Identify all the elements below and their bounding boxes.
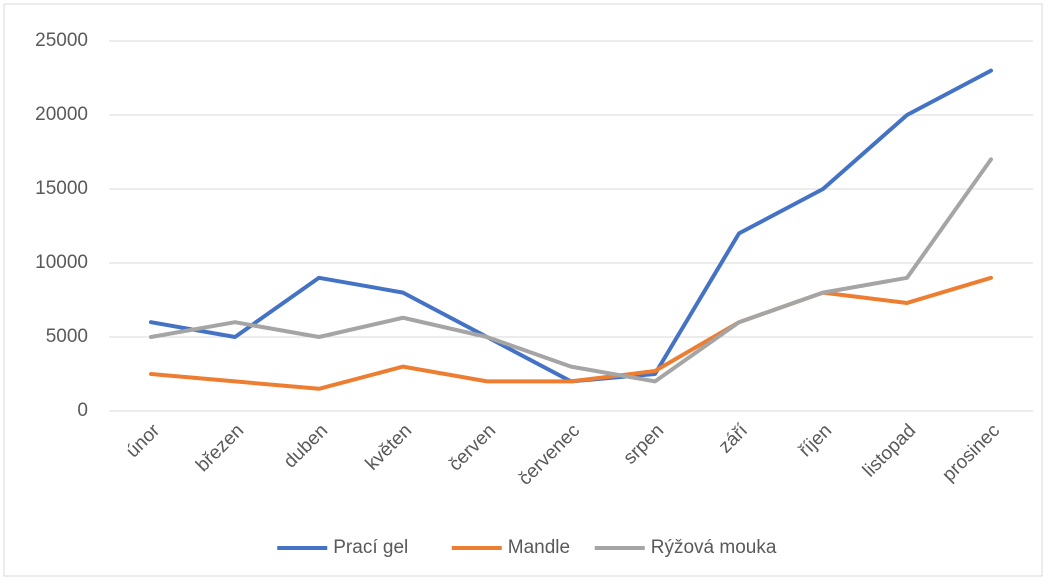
chart-frame (3, 3, 1043, 577)
legend-label: Prací gel (333, 537, 408, 558)
y-tick-label: 5000 (46, 326, 88, 347)
y-tick-label: 25000 (35, 30, 88, 51)
y-tick-label: 0 (77, 400, 88, 421)
legend-label: Rýžová mouka (651, 537, 777, 558)
series-line (149, 275, 993, 391)
y-tick-label: 15000 (35, 178, 88, 199)
y-tick-label: 20000 (35, 104, 88, 125)
y-tick-label: 10000 (35, 252, 88, 273)
legend-label: Mandle (508, 537, 570, 558)
series-line (149, 157, 993, 384)
